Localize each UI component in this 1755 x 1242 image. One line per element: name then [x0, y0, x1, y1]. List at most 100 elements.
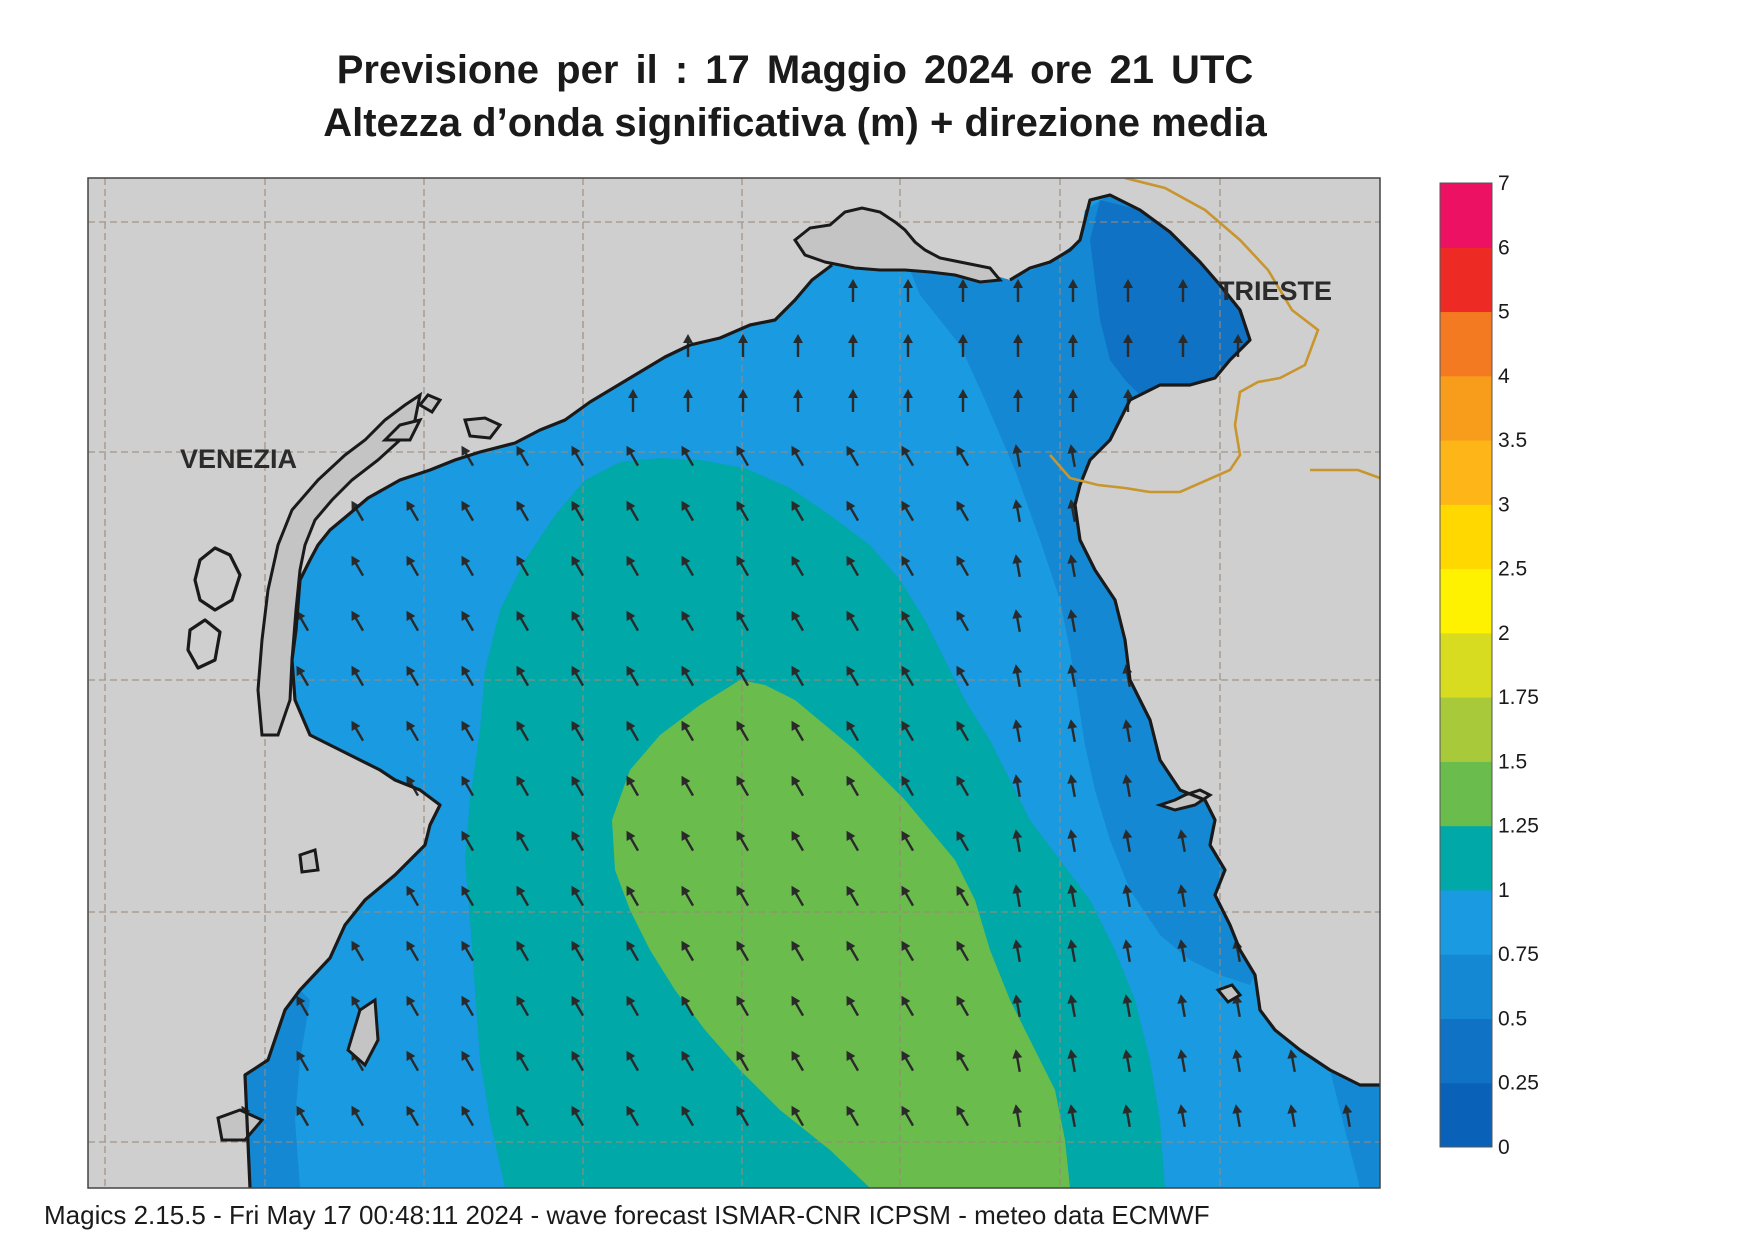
wave-direction-arrow [736, 1050, 750, 1072]
wave-direction-arrow [351, 610, 365, 632]
wave-direction-arrow [626, 1050, 640, 1072]
wave-direction-arrow [901, 610, 915, 632]
map-footer: Magics 2.15.5 - Fri May 17 00:48:11 2024… [44, 1200, 1210, 1230]
wave-direction-arrow [626, 1105, 640, 1127]
legend-tick-label: 0.5 [1498, 1007, 1527, 1030]
wave-direction-arrow [1067, 444, 1078, 468]
wave-direction-arrow [516, 555, 530, 577]
wave-direction-arrow [516, 1105, 530, 1127]
wave-direction-arrow [791, 830, 805, 852]
wave-direction-arrow [626, 665, 640, 687]
country-border [1049, 178, 1380, 494]
wave-direction-arrow [461, 720, 475, 742]
wave-direction-arrow [1232, 1049, 1243, 1073]
wave-direction-arrow [296, 995, 310, 1017]
wave-direction-arrow [791, 775, 805, 797]
wave-band-high [612, 680, 1070, 1188]
wave-direction-arrow [461, 1050, 475, 1072]
wave-direction-arrow [1067, 994, 1078, 1018]
wave-direction-arrow [626, 610, 640, 632]
wave-direction-arrow [406, 885, 420, 907]
wave-direction-arrow [956, 500, 970, 522]
wave-direction-arrow [956, 1105, 970, 1127]
wave-band-low-southwest [245, 990, 310, 1188]
wave-direction-arrow [406, 940, 420, 962]
wave-direction-arrow [1122, 884, 1133, 908]
wave-direction-arrow [1287, 1049, 1298, 1073]
wave-direction-arrow [791, 610, 805, 632]
wave-direction-arrow [793, 334, 803, 357]
wave-direction-arrow [406, 665, 420, 687]
wave-direction-arrow [461, 830, 475, 852]
wave-direction-arrow [461, 665, 475, 687]
wave-direction-arrow [1067, 1104, 1078, 1128]
city-label-venezia: VENEZIA [180, 444, 297, 474]
wave-direction-arrow [901, 995, 915, 1017]
legend-swatch [1440, 954, 1492, 1019]
legend-swatch [1440, 632, 1492, 698]
wave-direction-arrow [681, 1050, 695, 1072]
wave-direction-arrow [846, 1105, 860, 1127]
wave-direction-arrow [901, 720, 915, 742]
wave-direction-arrow [956, 830, 970, 852]
wave-direction-arrow [846, 885, 860, 907]
wave-direction-arrow [1012, 719, 1023, 743]
wave-direction-arrow [1067, 829, 1078, 853]
wave-direction-arrow [903, 279, 913, 302]
wave-direction-arrow [1287, 1104, 1298, 1128]
wave-direction-arrow [1012, 1104, 1023, 1128]
wave-direction-arrow [901, 830, 915, 852]
wave-direction-arrow [516, 665, 530, 687]
wave-direction-arrow [351, 940, 365, 962]
wave-direction-arrow [736, 775, 750, 797]
wave-direction-arrow [956, 445, 970, 467]
wave-direction-arrow [736, 445, 750, 467]
wave-direction-arrow [626, 940, 640, 962]
legend-tick-label: 0.25 [1498, 1072, 1539, 1095]
map-title: Previsione per il : 17 Maggio 2024 ore 2… [336, 48, 1254, 92]
wave-direction-arrow [1178, 279, 1188, 302]
wave-direction-arrow [736, 500, 750, 522]
legend-tick-label: 5 [1498, 301, 1510, 324]
wave-direction-arrow [791, 445, 805, 467]
wave-direction-arrow [901, 940, 915, 962]
wave-direction-arrow [791, 1050, 805, 1072]
wave-direction-arrow [681, 665, 695, 687]
wave-direction-arrow [571, 1105, 585, 1127]
wave-direction-arrow [461, 885, 475, 907]
city-label-trieste: TRIESTE [1218, 276, 1332, 306]
wave-direction-arrow [516, 1050, 530, 1072]
wave-direction-arrow [683, 334, 693, 357]
wave-direction-arrow [681, 830, 695, 852]
legend-swatch [1440, 889, 1492, 955]
wave-direction-arrow [351, 1105, 365, 1127]
wave-direction-arrow [956, 555, 970, 577]
legend-swatch [1440, 183, 1492, 248]
wave-direction-arrow [1232, 1104, 1243, 1128]
wave-direction-arrow [626, 995, 640, 1017]
wave-direction-arrow [1012, 994, 1023, 1018]
wave-direction-arrow [1068, 389, 1078, 412]
wave-direction-arrow [571, 610, 585, 632]
wave-direction-arrow [736, 665, 750, 687]
wave-direction-arrow [1122, 719, 1133, 743]
legend-tick-label: 3 [1498, 493, 1510, 516]
legend-swatch [1440, 247, 1492, 313]
wave-direction-arrow [1122, 1049, 1133, 1073]
wave-direction-arrow [1012, 554, 1023, 578]
wave-direction-arrow [516, 885, 530, 907]
wave-band-low-north [910, 195, 1255, 985]
legend-swatch [1440, 375, 1492, 441]
map-subtitle: Altezza d’onda significativa (m) + direz… [323, 101, 1267, 145]
wave-direction-arrow [296, 1050, 310, 1072]
wave-direction-arrow [956, 665, 970, 687]
wave-direction-arrow [956, 940, 970, 962]
wave-direction-arrow [903, 389, 913, 412]
wave-direction-arrow [406, 610, 420, 632]
wave-direction-arrow [846, 775, 860, 797]
wave-direction-arrow [901, 500, 915, 522]
wave-direction-arrow [626, 720, 640, 742]
wave-direction-arrow [846, 500, 860, 522]
wave-direction-arrow [736, 720, 750, 742]
wave-direction-arrow [1013, 389, 1023, 412]
